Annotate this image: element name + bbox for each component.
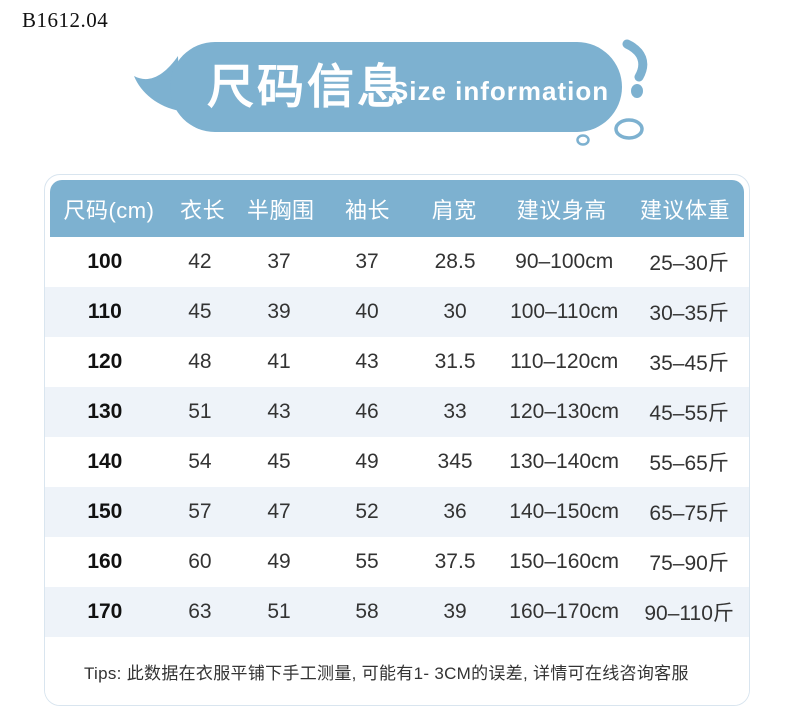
tips-row: Tips: 此数据在衣服平铺下手工测量, 可能有1- 3CM的误差, 详情可在线… xyxy=(45,637,749,705)
value-cell: 60 xyxy=(188,550,212,573)
value-cell: 45–55斤 xyxy=(649,402,729,425)
banner-bubble xyxy=(170,42,622,132)
product-code: B1612.04 xyxy=(22,8,109,32)
value-cell: 36 xyxy=(443,500,467,523)
value-cell: 90–110斤 xyxy=(644,602,734,625)
table-row: 120 48 41 43 31.5 110–120cm 35–45斤 xyxy=(45,337,749,387)
value-cell: 51 xyxy=(188,400,212,423)
size-cell: 110 xyxy=(87,300,122,323)
header-size: 尺码(cm) xyxy=(63,197,155,223)
value-cell: 33 xyxy=(443,400,467,423)
value-cell: 75–90斤 xyxy=(649,552,729,575)
value-cell: 45 xyxy=(267,450,291,473)
banner-tail xyxy=(134,56,180,111)
value-cell: 43 xyxy=(355,350,379,373)
header-sleeve: 袖长 xyxy=(344,197,390,223)
header-length: 衣长 xyxy=(180,197,226,223)
value-cell: 43 xyxy=(267,400,291,423)
value-cell: 49 xyxy=(267,550,291,573)
value-cell: 150–160cm xyxy=(509,550,620,573)
value-cell: 52 xyxy=(355,500,379,523)
value-cell: 58 xyxy=(355,600,379,623)
value-cell: 42 xyxy=(188,250,212,273)
value-cell: 39 xyxy=(267,300,291,323)
table-row: 130 51 43 46 33 120–130cm 45–55斤 xyxy=(45,387,749,437)
value-cell: 39 xyxy=(443,600,467,623)
size-table: 尺码(cm) 衣长 半胸围 袖长 肩宽 建议身高 建议体重 100 42 37 … xyxy=(44,174,750,706)
value-cell: 55 xyxy=(355,550,379,573)
size-cell: 170 xyxy=(87,600,123,623)
size-cell: 160 xyxy=(87,550,123,573)
table-row: 150 57 47 52 36 140–150cm 65–75斤 xyxy=(45,487,749,537)
tips-text: Tips: 此数据在衣服平铺下手工测量, 可能有1- 3CM的误差, 详情可在线… xyxy=(84,664,689,683)
table-row: 100 42 37 37 28.5 90–100cm 25–30斤 xyxy=(45,237,749,287)
value-cell: 30–35斤 xyxy=(649,302,729,325)
size-cell: 100 xyxy=(87,250,123,273)
exclamation-mark-icon xyxy=(622,39,648,82)
table-header-row: 尺码(cm) 衣长 半胸围 袖长 肩宽 建议身高 建议体重 xyxy=(50,180,744,237)
value-cell: 49 xyxy=(355,450,379,473)
value-cell: 140–150cm xyxy=(509,500,620,523)
value-cell: 63 xyxy=(188,600,212,623)
table-row: 160 60 49 55 37.5 150–160cm 75–90斤 xyxy=(45,537,749,587)
table-row: 140 54 45 49 345 130–140cm 55–65斤 xyxy=(45,437,749,487)
value-cell: 120–130cm xyxy=(509,400,620,423)
value-cell: 37 xyxy=(267,250,291,273)
value-cell: 37.5 xyxy=(434,550,476,573)
header-height: 建议身高 xyxy=(516,197,607,223)
size-cell: 150 xyxy=(87,500,123,523)
value-cell: 41 xyxy=(267,350,291,373)
value-cell: 100–110cm xyxy=(510,300,619,323)
value-cell: 90–100cm xyxy=(515,250,614,273)
size-info-banner: 尺码信息 Size information xyxy=(134,39,648,146)
size-cell: 130 xyxy=(87,400,123,423)
table-row: 110 45 39 40 30 100–110cm 30–35斤 xyxy=(45,287,749,337)
value-cell: 160–170cm xyxy=(509,600,620,623)
value-cell: 35–45斤 xyxy=(649,352,729,375)
value-cell: 110–120cm xyxy=(510,350,619,373)
size-cell: 140 xyxy=(87,450,123,473)
value-cell: 30 xyxy=(443,300,467,323)
bubble-small-icon xyxy=(576,134,590,146)
value-cell: 45 xyxy=(188,300,212,323)
banner-title-en: Size information xyxy=(391,76,609,106)
header-half-chest: 半胸围 xyxy=(246,197,315,223)
header-weight: 建议体重 xyxy=(639,197,730,223)
value-cell: 48 xyxy=(188,350,212,373)
value-cell: 51 xyxy=(267,600,291,623)
value-cell: 47 xyxy=(267,500,291,523)
banner-title-zh: 尺码信息 xyxy=(207,60,407,113)
size-cell: 120 xyxy=(87,350,123,373)
table-row: 170 63 51 58 39 160–170cm 90–110斤 xyxy=(45,587,749,637)
value-cell: 54 xyxy=(188,450,212,473)
value-cell: 55–65斤 xyxy=(649,452,729,475)
value-cell: 65–75斤 xyxy=(649,502,729,525)
exclamation-dot-icon xyxy=(631,84,643,98)
header-shoulder: 肩宽 xyxy=(431,197,477,223)
value-cell: 25–30斤 xyxy=(649,252,729,275)
value-cell: 46 xyxy=(355,400,379,423)
bubble-large-icon xyxy=(614,118,644,140)
value-cell: 57 xyxy=(188,500,212,523)
value-cell: 31.5 xyxy=(434,350,476,373)
value-cell: 130–140cm xyxy=(509,450,620,473)
value-cell: 345 xyxy=(437,450,473,473)
value-cell: 37 xyxy=(355,250,379,273)
value-cell: 40 xyxy=(355,300,379,323)
value-cell: 28.5 xyxy=(434,250,476,273)
